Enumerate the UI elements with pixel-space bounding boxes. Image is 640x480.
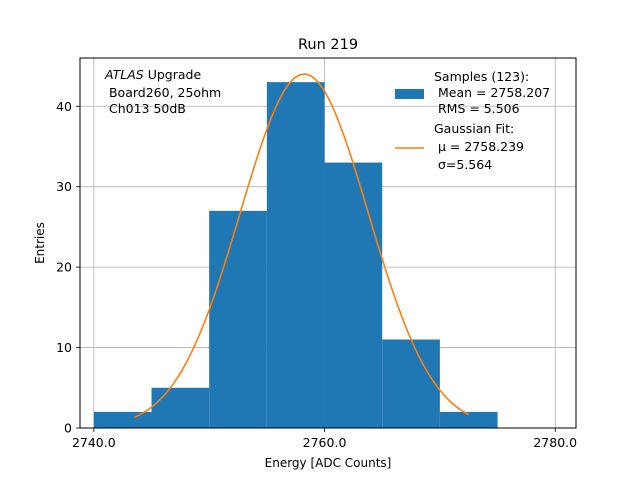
plot-frame: [79, 57, 577, 429]
legend: Samples (123): Mean = 2758.207 RMS = 5.5…: [395, 69, 550, 172]
histogram-bar: [209, 210, 267, 428]
x-tick-label: 2740.0: [72, 435, 116, 450]
y-axis-ticks: 0 10 20 30 40: [56, 99, 80, 436]
y-tick-label: 10: [56, 340, 72, 355]
gaussian-fit-curve: [133, 73, 470, 419]
histogram-bar: [324, 162, 383, 428]
legend-samples-line-2: Mean = 2758.207: [434, 85, 550, 100]
histogram-bars: [93, 82, 498, 428]
legend-fit-line-3: σ=5.564: [434, 157, 492, 172]
histogram-bar: [151, 387, 210, 428]
histogram-bar: [93, 411, 152, 428]
legend-fit-line-2: μ = 2758.239: [434, 139, 524, 154]
annotation-line-2: Board260, 25ohm: [105, 85, 221, 100]
annotation-line-1: ATLAS Upgrade: [104, 67, 201, 82]
histogram-bar: [382, 339, 440, 428]
annotation-line-3: Ch013 50dB: [105, 101, 186, 116]
x-axis-label: Energy [ADC Counts]: [265, 456, 392, 470]
y-tick-label: 40: [56, 99, 72, 114]
x-tick-label: 2780.0: [533, 435, 577, 450]
legend-samples-line-1: Samples (123):: [434, 69, 529, 84]
legend-fit-line-1: Gaussian Fit:: [434, 121, 514, 136]
y-tick-label: 20: [56, 260, 72, 275]
legend-samples-line-3: RMS = 5.506: [434, 101, 520, 116]
x-axis-ticks: 2740.0 2760.0 2780.0: [72, 428, 577, 450]
y-axis-label: Entries: [33, 222, 47, 264]
y-tick-label: 30: [56, 179, 72, 194]
legend-samples-swatch: [395, 89, 424, 99]
y-tick-label: 0: [64, 421, 72, 436]
x-tick-label: 2760.0: [303, 435, 347, 450]
histogram-bar: [266, 82, 325, 428]
atlas-annotation: ATLAS Upgrade Board260, 25ohm Ch013 50dB: [104, 67, 221, 116]
histogram-bar: [439, 411, 498, 428]
chart-title: Run 219: [298, 37, 358, 53]
